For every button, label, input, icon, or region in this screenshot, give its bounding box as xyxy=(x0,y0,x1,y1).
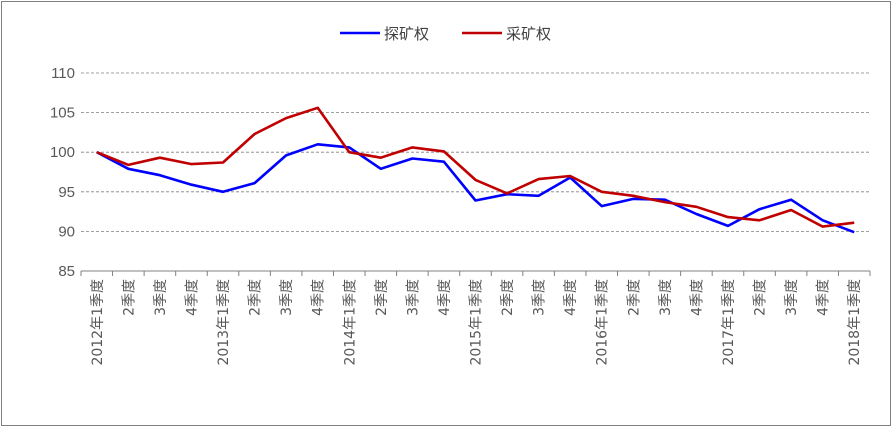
series-lines xyxy=(96,106,855,234)
x-tick-label: 3季度 xyxy=(658,279,674,316)
x-tick-label: 4季度 xyxy=(563,279,579,316)
x-tick-label: 4季度 xyxy=(689,279,705,316)
x-tick-label: 2季度 xyxy=(248,279,264,316)
x-tick-label: 3季度 xyxy=(153,279,169,316)
x-tick-label: 2013年1季度 xyxy=(216,279,232,366)
x-tick-label: 3季度 xyxy=(279,279,295,316)
legend-label-1: 采矿权 xyxy=(506,25,551,43)
x-tick-label: 4季度 xyxy=(816,279,832,316)
x-tick-label: 2017年1季度 xyxy=(721,279,737,366)
y-tick-label: 90 xyxy=(58,223,75,240)
x-tick-label: 2季度 xyxy=(374,279,390,316)
legend: 探矿权 采矿权 xyxy=(340,25,551,43)
x-tick-label: 2季度 xyxy=(500,279,516,316)
x-tick-label: 2季度 xyxy=(121,279,137,316)
x-tick-label: 2季度 xyxy=(626,279,642,316)
y-tick-label: 105 xyxy=(50,105,75,122)
x-axis: 2012年1季度 2季度 3季度 4季度 2013年1季度 2季度 3季度 4季度 2014年1… xyxy=(80,270,871,366)
y-tick-label: 95 xyxy=(58,184,75,201)
x-tick-label: 2018年1季度 xyxy=(847,279,863,366)
x-tick-label: 2014年1季度 xyxy=(342,279,358,366)
y-tick-label: 110 xyxy=(51,65,75,82)
x-tick-label: 3季度 xyxy=(532,279,548,316)
series-line-1 xyxy=(96,106,855,228)
x-tick-label: 2季度 xyxy=(753,279,769,316)
y-tick-label: 100 xyxy=(50,144,75,161)
y-axis: 85 90 95 100 105 110 xyxy=(50,65,75,280)
gridlines xyxy=(81,72,870,232)
x-tick-label: 2015年1季度 xyxy=(469,279,485,366)
x-tick-label: 4季度 xyxy=(311,279,327,316)
x-tick-label: 4季度 xyxy=(184,279,200,316)
x-tick-label: 4季度 xyxy=(437,279,453,316)
legend-label-0: 探矿权 xyxy=(384,25,429,43)
x-tick-label: 2016年1季度 xyxy=(595,279,611,366)
x-tick-label: 2012年1季度 xyxy=(90,279,106,366)
x-tick-label: 3季度 xyxy=(405,279,421,316)
y-tick-label: 85 xyxy=(58,263,75,280)
series-line-0 xyxy=(96,143,855,234)
x-tick-label: 3季度 xyxy=(784,279,800,316)
